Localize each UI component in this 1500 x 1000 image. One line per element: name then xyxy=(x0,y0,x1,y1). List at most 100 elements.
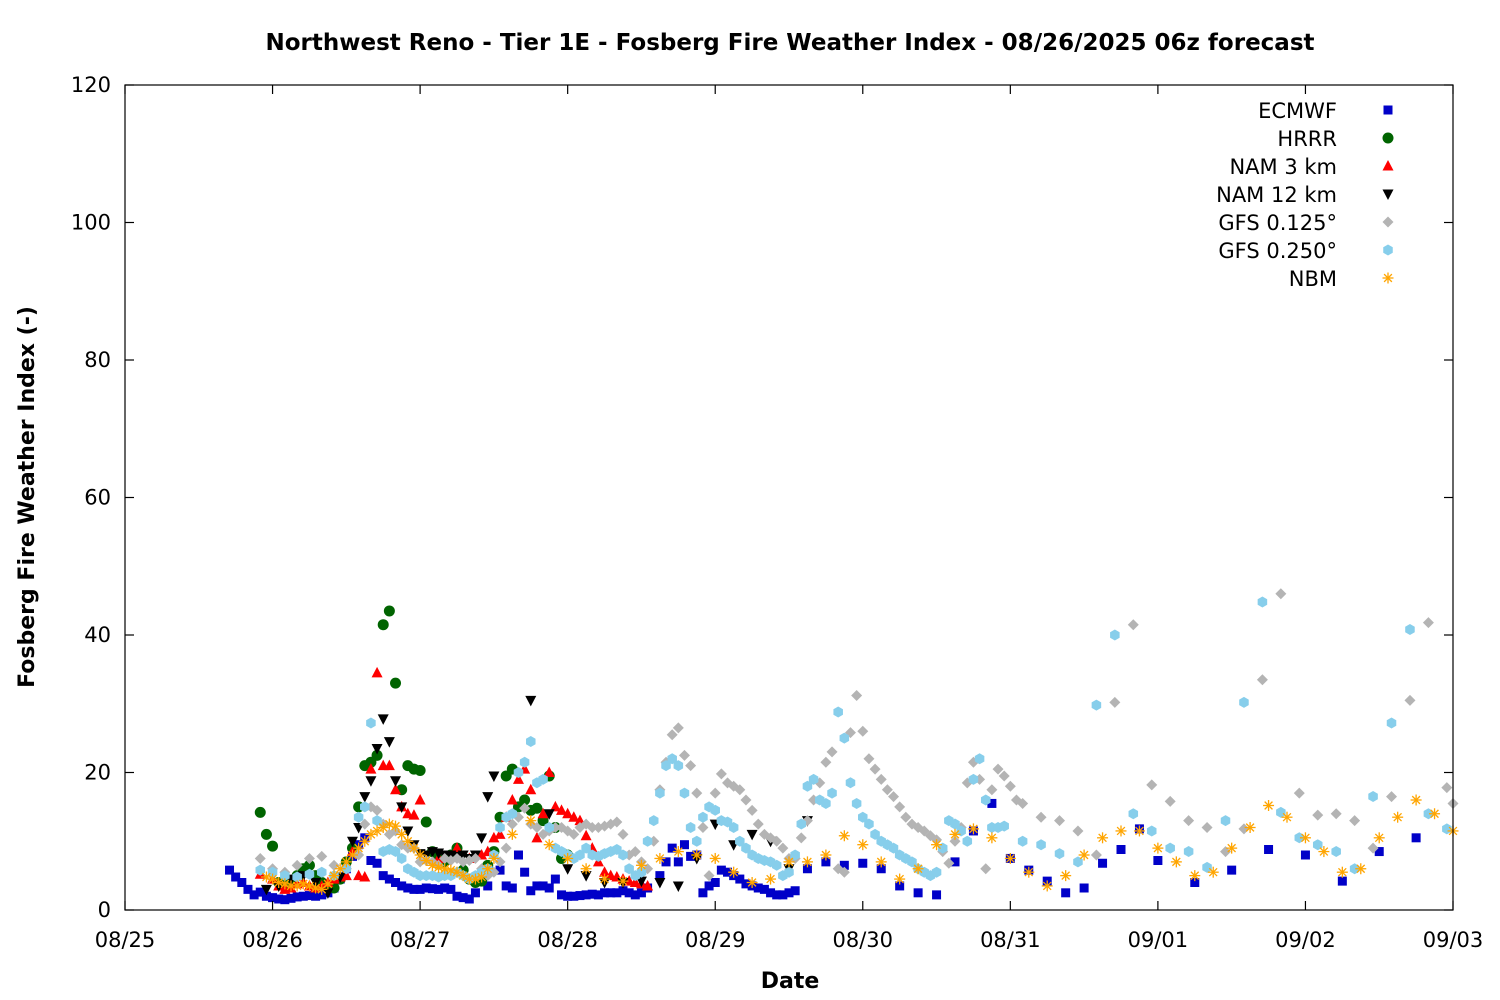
data-point xyxy=(1264,845,1274,854)
data-point xyxy=(372,815,382,827)
data-point xyxy=(1146,779,1158,791)
data-point xyxy=(396,852,407,864)
data-point xyxy=(1349,863,1360,875)
legend-marker xyxy=(1382,160,1394,171)
data-point xyxy=(446,884,456,894)
data-point xyxy=(328,859,340,871)
data-point xyxy=(778,890,788,900)
data-point xyxy=(371,749,383,761)
data-point xyxy=(772,890,782,900)
data-point xyxy=(624,863,634,875)
data-point xyxy=(667,843,677,853)
data-point xyxy=(371,825,383,837)
data-point xyxy=(537,807,549,819)
data-point xyxy=(723,867,733,877)
data-point xyxy=(931,866,942,878)
data-point xyxy=(753,883,763,893)
data-point xyxy=(894,801,906,813)
data-point xyxy=(488,771,500,782)
data-point xyxy=(231,872,241,882)
data-point xyxy=(488,852,500,864)
data-point xyxy=(630,890,640,900)
x-tick-label: 08/31 xyxy=(980,928,1041,952)
data-point xyxy=(506,794,518,805)
data-point xyxy=(629,846,641,858)
data-point xyxy=(1190,878,1200,887)
x-tick-label: 09/02 xyxy=(1275,928,1336,952)
data-point xyxy=(267,840,279,852)
legend-marker xyxy=(1383,244,1393,256)
data-point xyxy=(483,881,493,891)
data-point xyxy=(457,870,469,882)
data-point xyxy=(967,823,979,835)
plot-area xyxy=(225,588,1459,905)
data-point xyxy=(635,859,647,871)
data-point xyxy=(274,894,284,904)
data-point xyxy=(1170,856,1182,868)
y-tick-label: 60 xyxy=(84,486,111,510)
data-point xyxy=(414,764,426,776)
data-point xyxy=(359,871,371,882)
data-point xyxy=(783,856,795,868)
legend-label: NAM 12 km xyxy=(1216,183,1337,207)
data-point xyxy=(820,849,832,861)
data-point xyxy=(1115,825,1127,837)
data-point xyxy=(525,815,537,827)
data-point xyxy=(1349,815,1361,827)
data-point xyxy=(1153,856,1163,865)
data-point xyxy=(563,891,573,901)
data-point xyxy=(519,802,531,814)
data-point xyxy=(377,714,389,725)
data-point xyxy=(593,890,603,900)
data-point xyxy=(752,818,764,830)
data-point xyxy=(403,883,413,893)
data-point xyxy=(875,856,887,868)
data-point xyxy=(1189,870,1201,882)
data-point xyxy=(1368,791,1378,803)
data-point xyxy=(512,773,524,784)
data-point xyxy=(520,867,530,877)
data-point xyxy=(575,849,585,861)
data-point xyxy=(340,869,352,881)
data-point xyxy=(1355,863,1367,875)
data-point xyxy=(857,839,869,851)
data-point xyxy=(1035,811,1047,823)
data-point xyxy=(863,753,875,765)
data-point xyxy=(249,890,259,900)
data-point xyxy=(440,883,450,893)
data-point xyxy=(654,852,666,864)
data-point xyxy=(334,863,346,875)
legend-label: HRRR xyxy=(1277,127,1337,151)
data-point xyxy=(316,850,328,862)
data-point xyxy=(458,893,468,903)
data-point xyxy=(298,891,308,901)
data-point xyxy=(391,878,401,887)
data-point xyxy=(771,835,783,847)
data-point xyxy=(728,866,740,878)
data-point xyxy=(519,756,530,768)
data-point xyxy=(612,888,622,898)
data-point xyxy=(1442,823,1452,835)
data-point xyxy=(383,818,395,830)
data-point xyxy=(636,888,646,898)
data-point xyxy=(237,878,247,887)
data-point xyxy=(746,877,758,888)
data-point xyxy=(538,881,548,891)
data-point xyxy=(735,835,745,847)
data-point xyxy=(526,886,536,896)
data-point xyxy=(494,828,506,839)
data-point xyxy=(624,888,634,898)
data-point xyxy=(359,835,371,847)
data-point xyxy=(303,852,315,864)
data-point xyxy=(766,888,776,898)
data-point xyxy=(359,818,371,830)
x-tick-label: 08/28 xyxy=(537,928,598,952)
data-point xyxy=(268,893,278,903)
data-point xyxy=(513,767,524,778)
data-point xyxy=(691,787,703,799)
data-point xyxy=(507,808,518,820)
legend-marker xyxy=(1382,272,1394,284)
data-point xyxy=(494,856,506,868)
data-point xyxy=(1116,845,1126,854)
